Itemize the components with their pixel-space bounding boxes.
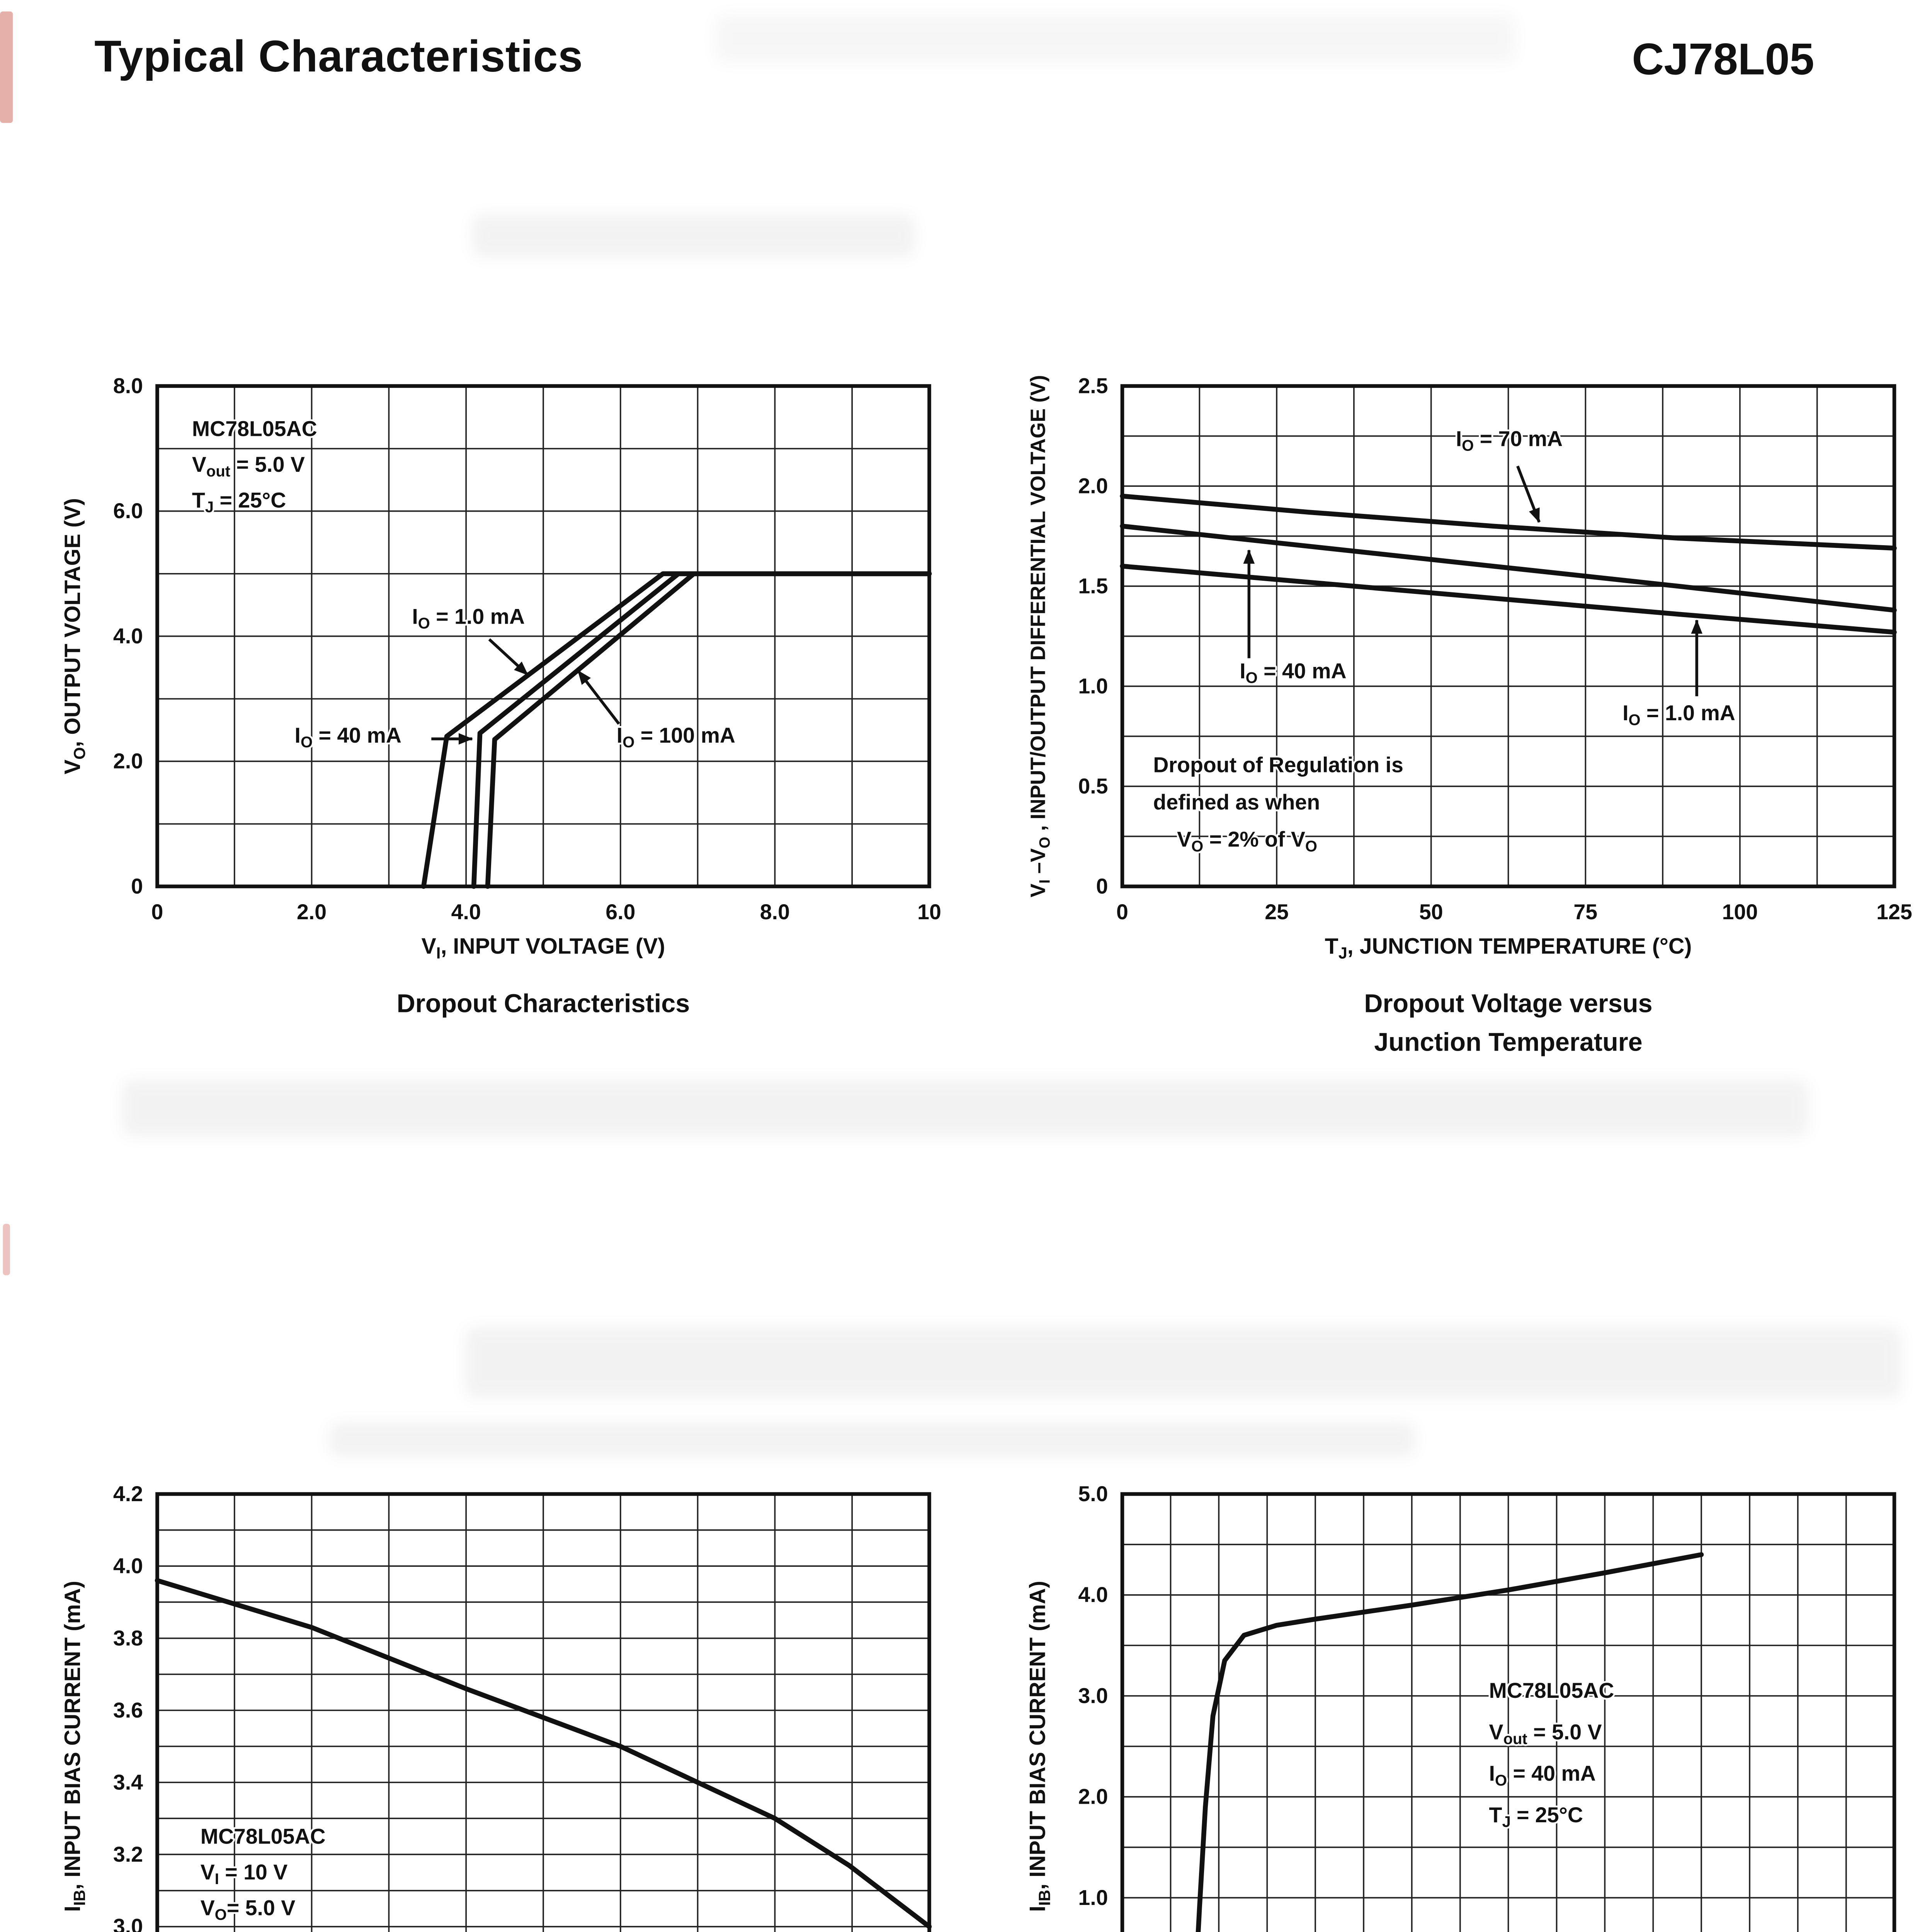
annotation-text: defined as when: [1153, 790, 1320, 814]
chart-title: Dropout Voltage versus: [1364, 990, 1652, 1018]
y-tick-label: 4.0: [113, 1554, 143, 1578]
annotation-text: IO = 1.0 mA: [412, 604, 525, 632]
x-tick-label: 50: [1419, 900, 1443, 924]
annotation-text: IO = 70 mA: [1456, 427, 1563, 454]
plot-frame: [155, 1492, 931, 1932]
x-tick-label: 0: [1116, 900, 1128, 924]
y-tick-label: 0.5: [1078, 774, 1108, 798]
y-tick-label: 0: [1096, 874, 1108, 898]
chart-input-bias-current-vs-input-voltage: 05.01015202530354001.02.03.04.05.0VI, IN…: [1022, 1466, 1932, 1932]
x-tick-label: 100: [1722, 900, 1758, 924]
scan-artifact: [715, 14, 1515, 63]
y-tick-label: 6.0: [113, 499, 143, 523]
series-line: [1120, 563, 1897, 635]
annotation-text: Vout = 5.0 V: [192, 452, 305, 480]
annotation-text: IO = 40 mA: [295, 723, 401, 751]
chart-canvas-input-bias-current-vs-input-voltage: 05.01015202530354001.02.03.04.05.0VI, IN…: [1026, 1482, 1896, 1932]
scan-artifact: [329, 1422, 1415, 1457]
y-tick-label: 4.0: [113, 624, 143, 648]
chart-dropout-voltage-vs-junction-temp: 0 25 50 75 100 125 0 0.5 1.0 1.5 2.0 2.5 TJ, JUNCTIO…: [1022, 357, 1932, 1072]
y-axis-label: IIB, INPUT BIAS CURRENT (mA): [1026, 1581, 1054, 1912]
annotation-arrow: [488, 638, 529, 676]
tick-labels: 025507510012503.03.23.43.63.84.04.2: [113, 1482, 143, 1932]
x-axis-label: VI, INPUT VOLTAGE (V): [422, 934, 665, 962]
scan-mark: [0, 11, 13, 123]
page-title: Typical Characteristics: [94, 31, 583, 82]
y-tick-label: 1.0: [1078, 674, 1108, 698]
annotation-text: IO = 1.0 mA: [1622, 701, 1735, 728]
annotation-text: MC78L05AC: [192, 417, 317, 441]
y-tick-label: 2.0: [1078, 1785, 1108, 1809]
y-tick-label: 2.0: [1078, 474, 1108, 498]
y-tick-label: 3.6: [113, 1698, 143, 1722]
annotation-arrow: [577, 670, 620, 725]
x-tick-label: 4.0: [451, 900, 481, 924]
y-tick-label: 4.2: [113, 1482, 143, 1506]
series-line: [485, 571, 932, 889]
x-tick-label: 0: [151, 900, 163, 924]
series-line: [155, 1578, 932, 1929]
scan-artifact: [121, 1079, 1809, 1137]
annotation-text: IO = 100 mA: [617, 723, 735, 751]
y-axis-label: IIB, INPUT BIAS CURRENT (mA): [60, 1581, 88, 1912]
annotation-text: TJ = 25°C: [192, 488, 286, 516]
plot-frame: [1120, 1492, 1896, 1932]
x-tick-label: 125: [1876, 900, 1912, 924]
annotation-text: Vout = 5.0 V: [1489, 1720, 1602, 1747]
y-tick-label: 3.0: [113, 1915, 143, 1932]
annotation-text: MC78L05AC: [1489, 1679, 1614, 1702]
plot-frame: [1120, 384, 1896, 888]
series-line: [1120, 524, 1897, 613]
annotation-text: VI = 10 V: [201, 1860, 288, 1888]
annotation-arrow: [1516, 465, 1541, 523]
x-tick-label: 25: [1265, 900, 1289, 924]
x-tick-label: 6.0: [605, 900, 635, 924]
x-tick-label: 10: [917, 900, 941, 924]
chart-dropout-characteristics: 0 2.0 4.0 6.0 8.0 10 0 2.0 4.0 6.0 8.0 VI, INPUT VO…: [57, 357, 972, 1072]
y-axis-label: VI –VO , INPUT/OUTPUT DIFFERENTIAL VOLTA…: [1027, 375, 1053, 898]
series-line: [1196, 1552, 1704, 1932]
chart-canvas-input-bias-current-vs-ambient-temperature: 025507510012503.03.23.43.63.84.04.2TA, A…: [60, 1482, 932, 1932]
annotation-text: Dropout of Regulation is: [1153, 753, 1403, 777]
y-tick-label: 1.0: [1078, 1886, 1108, 1910]
scan-artifact: [464, 1327, 1901, 1398]
plot-frame: [155, 384, 931, 888]
x-axis-label: TJ, JUNCTION TEMPERATURE (°C): [1325, 934, 1692, 962]
tick-labels: 0 25 50 75 100 125 0 0.5 1.0 1.5 2.0 2.5: [1078, 374, 1912, 924]
y-tick-label: 5.0: [1078, 1482, 1108, 1506]
part-number: CJ78L05: [1632, 34, 1815, 85]
tick-labels: 0 2.0 4.0 6.0 8.0 10 0 2.0 4.0 6.0 8.0: [113, 374, 941, 924]
scan-artifact: [472, 214, 915, 257]
x-tick-label: 75: [1573, 900, 1597, 924]
series-line: [1120, 493, 1897, 551]
x-tick-label: 8.0: [760, 900, 790, 924]
y-tick-label: 0: [131, 874, 143, 898]
y-axis-label: VO, OUTPUT VOLTAGE (V): [60, 498, 88, 774]
gridlines: [1121, 1493, 1895, 1932]
y-tick-label: 3.2: [113, 1842, 143, 1866]
chart-title: Junction Temperature: [1374, 1028, 1642, 1057]
x-tick-label: 2.0: [297, 900, 327, 924]
y-tick-label: 3.0: [1078, 1684, 1108, 1708]
annotation-text: TJ = 25°C: [1489, 1803, 1583, 1830]
y-tick-label: 3.8: [113, 1626, 143, 1650]
y-tick-label: 2.0: [113, 749, 143, 773]
chart-canvas-dropout-voltage-vs-junction-temperature: 0 25 50 75 100 125 0 0.5 1.0 1.5 2.0 2.5 TJ, JUNCTIO…: [1027, 374, 1912, 1057]
y-tick-label: 3.4: [113, 1770, 143, 1794]
annotation-text: IO = 40 mA: [1240, 659, 1346, 686]
annotation-text: IO = 40 mA: [1489, 1762, 1596, 1789]
scan-mark: [3, 1224, 10, 1276]
annotation-text: VO = 2% of VO: [1153, 827, 1317, 855]
chart-canvas-dropout-characteristics: 0 2.0 4.0 6.0 8.0 10 0 2.0 4.0 6.0 8.0 VI, INPUT VO…: [60, 374, 941, 1018]
tick-labels: 05.01015202530354001.02.03.04.05.0: [1078, 1482, 1108, 1910]
y-tick-label: 2.5: [1078, 374, 1108, 398]
chart-input-bias-current-vs-ambient-temp: 025507510012503.03.23.43.63.84.04.2TA, A…: [57, 1466, 972, 1932]
annotation-text: VO= 5.0 V: [201, 1896, 296, 1923]
annotation-text: MC78L05AC: [201, 1825, 326, 1849]
chart-title: Dropout Characteristics: [397, 990, 690, 1018]
y-tick-label: 1.5: [1078, 574, 1108, 598]
y-tick-label: 8.0: [113, 374, 143, 398]
y-tick-label: 4.0: [1078, 1583, 1108, 1607]
